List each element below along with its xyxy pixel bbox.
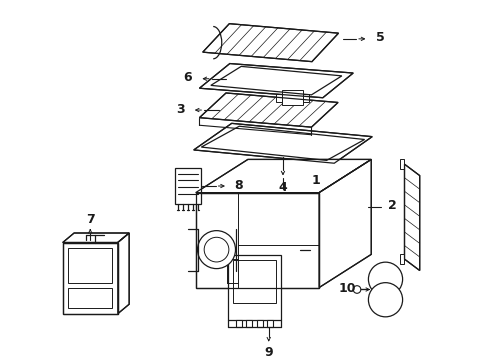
Polygon shape [276, 94, 282, 102]
Polygon shape [203, 24, 339, 62]
Circle shape [197, 231, 236, 269]
Polygon shape [405, 164, 420, 270]
Polygon shape [246, 320, 252, 328]
Text: 6: 6 [184, 71, 193, 84]
Polygon shape [236, 320, 242, 328]
Polygon shape [196, 159, 371, 193]
Text: 2: 2 [388, 198, 396, 212]
Polygon shape [199, 63, 353, 98]
Text: 9: 9 [265, 346, 273, 359]
Polygon shape [268, 320, 273, 328]
Polygon shape [175, 168, 201, 204]
Polygon shape [194, 123, 372, 163]
Polygon shape [63, 243, 118, 314]
Text: 10: 10 [339, 282, 356, 295]
Text: 3: 3 [176, 103, 185, 116]
Polygon shape [400, 255, 405, 264]
Polygon shape [400, 159, 405, 169]
Polygon shape [319, 159, 371, 288]
Circle shape [368, 283, 403, 317]
Polygon shape [199, 93, 338, 127]
Circle shape [368, 262, 403, 296]
Polygon shape [228, 255, 281, 320]
Polygon shape [63, 233, 129, 243]
Text: 5: 5 [376, 31, 385, 44]
Text: 8: 8 [234, 179, 243, 192]
Text: 4: 4 [279, 181, 287, 194]
Polygon shape [118, 233, 129, 314]
Polygon shape [196, 193, 319, 288]
Text: 7: 7 [86, 213, 95, 226]
Polygon shape [257, 320, 263, 328]
Polygon shape [303, 94, 309, 102]
Polygon shape [282, 90, 303, 105]
Text: 1: 1 [312, 174, 320, 187]
Circle shape [353, 286, 361, 293]
